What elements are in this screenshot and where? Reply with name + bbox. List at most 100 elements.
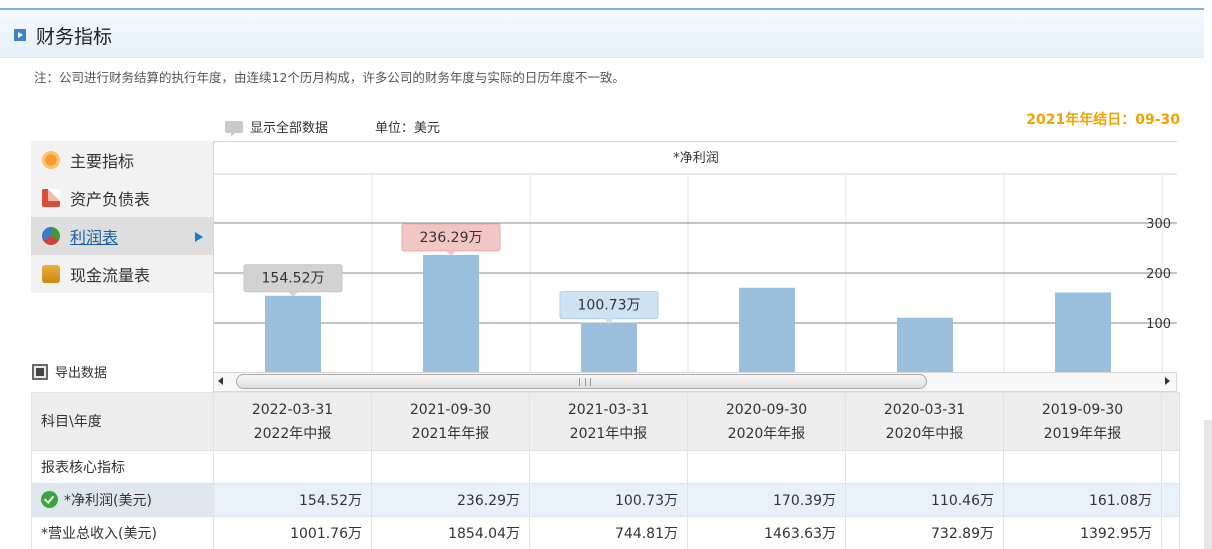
panel-header: 财务指标: [0, 8, 1204, 58]
table-cell: 744.81万: [529, 516, 688, 549]
table-cell: [1161, 392, 1180, 451]
table-header-row: 科目\年度 2022-03-31 2022年中报 2021-09-30 2021年年…: [31, 392, 1180, 451]
tooltip-pointer: [446, 250, 456, 256]
table-cell: 161.08万: [1003, 483, 1162, 517]
column-report: 2019年年报: [1043, 425, 1122, 442]
bar: [423, 254, 479, 372]
column-report: 2021年年报: [411, 425, 490, 442]
document-icon: [42, 189, 60, 207]
check-circle-icon: [41, 491, 58, 508]
financial-table: 科目\年度 2022-03-31 2022年中报 2021-09-30 2021年年…: [31, 392, 1180, 549]
table-cell: [529, 450, 688, 484]
bar: [581, 322, 637, 372]
show-all-data-toggle[interactable]: 显示全部数据: [225, 117, 329, 137]
value-tooltip: [243, 264, 343, 293]
unit-label: 单位：美元: [375, 121, 441, 136]
bar: [897, 317, 953, 372]
column-report: 2022年中报: [253, 425, 332, 442]
column-header: 2022-03-31 2022年中报: [213, 392, 372, 451]
sidebar-item-label: 主要指标: [70, 152, 135, 171]
table-cell: [1161, 483, 1180, 517]
column-header: 2020-09-30 2020年年报: [687, 392, 846, 451]
row-label-text: *净利润(美元): [64, 493, 152, 509]
fiscal-year-end: 2021年年结日：09-30: [1026, 112, 1180, 128]
column-header: 2020-03-31 2020年中报: [845, 392, 1004, 451]
table-cell: [1161, 450, 1180, 484]
column-date: 2022-03-31: [251, 401, 334, 418]
column-date: 2020-03-31: [883, 401, 966, 418]
chart-svg: *净利润 100 200 300 154.52万 236.29万 100.73万: [214, 151, 1177, 372]
sidebar-item-income-statement[interactable]: 利润表: [31, 217, 213, 255]
column-date: 2020-09-30: [725, 401, 808, 418]
grip-icon: [579, 378, 591, 386]
net-profit-chart: *净利润 100 200 300 154.52万 236.29万 100.73万: [213, 141, 1177, 373]
scroll-right-arrow-icon[interactable]: [1165, 377, 1170, 385]
table-row[interactable]: *营业总收入(美元) 1001.76万 1854.04万 744.81万 146…: [31, 516, 1180, 549]
page-scrollbar-edge: [1204, 420, 1212, 549]
export-icon: [32, 363, 48, 380]
chevron-right-icon: [195, 232, 203, 242]
table-cell: [687, 450, 846, 484]
data-label: 100.73万: [578, 298, 641, 314]
table-cell: 170.39万: [687, 483, 846, 517]
table-cell: [1003, 450, 1162, 484]
scrollbar-thumb[interactable]: [236, 374, 927, 389]
column-report: 2020年年报: [727, 425, 806, 442]
fiscal-note: 注：公司进行财务结算的执行年度，由连续12个历月构成，许多公司的财务年度与实际的…: [34, 70, 625, 85]
show-all-label: 显示全部数据: [250, 121, 329, 136]
bar: [265, 295, 321, 372]
scroll-left-arrow-icon[interactable]: [218, 377, 223, 385]
row-label: *营业总收入(美元): [31, 516, 214, 549]
data-label: 236.29万: [420, 230, 483, 246]
table-cell: 100.73万: [529, 483, 688, 517]
column-header: 2021-09-30 2021年年报: [371, 392, 530, 451]
table-cell: 1392.95万: [1003, 516, 1162, 549]
table-cell: [845, 450, 1004, 484]
y-tick-label: 300: [1146, 217, 1171, 232]
sidebar-item-cash-flow[interactable]: 现金流量表: [31, 255, 213, 293]
table-row: 报表核心指标: [31, 450, 1180, 484]
comment-icon: [225, 120, 243, 137]
chart-scrollbar[interactable]: [213, 373, 1177, 392]
bar: [1055, 292, 1111, 372]
coins-icon: [42, 265, 60, 283]
export-data-button[interactable]: 导出数据: [32, 362, 107, 381]
column-header: 2019-09-30 2019年年报: [1003, 392, 1162, 451]
sidebar-nav: 主要指标 资产负债表 利润表 现金流量表: [31, 141, 213, 293]
table-cell: [371, 450, 530, 484]
table-row[interactable]: *净利润(美元) 154.52万 236.29万 100.73万 170.39万…: [31, 483, 1180, 517]
table-cell: 154.52万: [213, 483, 372, 517]
pie-chart-icon: [42, 227, 60, 245]
chart-title: *净利润: [673, 151, 719, 166]
column-date: 2021-03-31: [567, 401, 650, 418]
tooltip-pointer: [288, 291, 298, 297]
column-header: 2021-03-31 2021年中报: [529, 392, 688, 451]
table-cell: 732.89万: [845, 516, 1004, 549]
y-tick-label: 200: [1146, 267, 1171, 282]
sidebar-item-label[interactable]: 利润表: [70, 228, 119, 247]
table-cell: 1001.76万: [213, 516, 372, 549]
table-cell: [1161, 516, 1180, 549]
sidebar-item-main-indicators[interactable]: 主要指标: [31, 141, 213, 179]
section-label: 报表核心指标: [31, 450, 214, 484]
column-date: 2019-09-30: [1041, 401, 1124, 418]
corner-label: 科目\年度: [31, 392, 214, 451]
bar: [739, 287, 795, 372]
column-report: 2021年中报: [569, 425, 648, 442]
expand-arrow-icon[interactable]: [14, 29, 26, 41]
table-cell: 236.29万: [371, 483, 530, 517]
flower-icon: [42, 151, 60, 169]
tooltip-pointer: [604, 318, 614, 324]
table-cell: 1463.63万: [687, 516, 846, 549]
data-label: 154.52万: [262, 271, 325, 287]
sidebar-item-label: 现金流量表: [70, 266, 151, 285]
table-cell: 110.46万: [845, 483, 1004, 517]
sidebar-item-label: 资产负债表: [70, 190, 151, 209]
column-date: 2021-09-30: [409, 401, 492, 418]
column-report: 2020年中报: [885, 425, 964, 442]
table-cell: 1854.04万: [371, 516, 530, 549]
row-label: *净利润(美元): [31, 483, 214, 517]
export-label: 导出数据: [55, 366, 108, 381]
panel-title: 财务指标: [36, 26, 113, 48]
sidebar-item-balance-sheet[interactable]: 资产负债表: [31, 179, 213, 217]
